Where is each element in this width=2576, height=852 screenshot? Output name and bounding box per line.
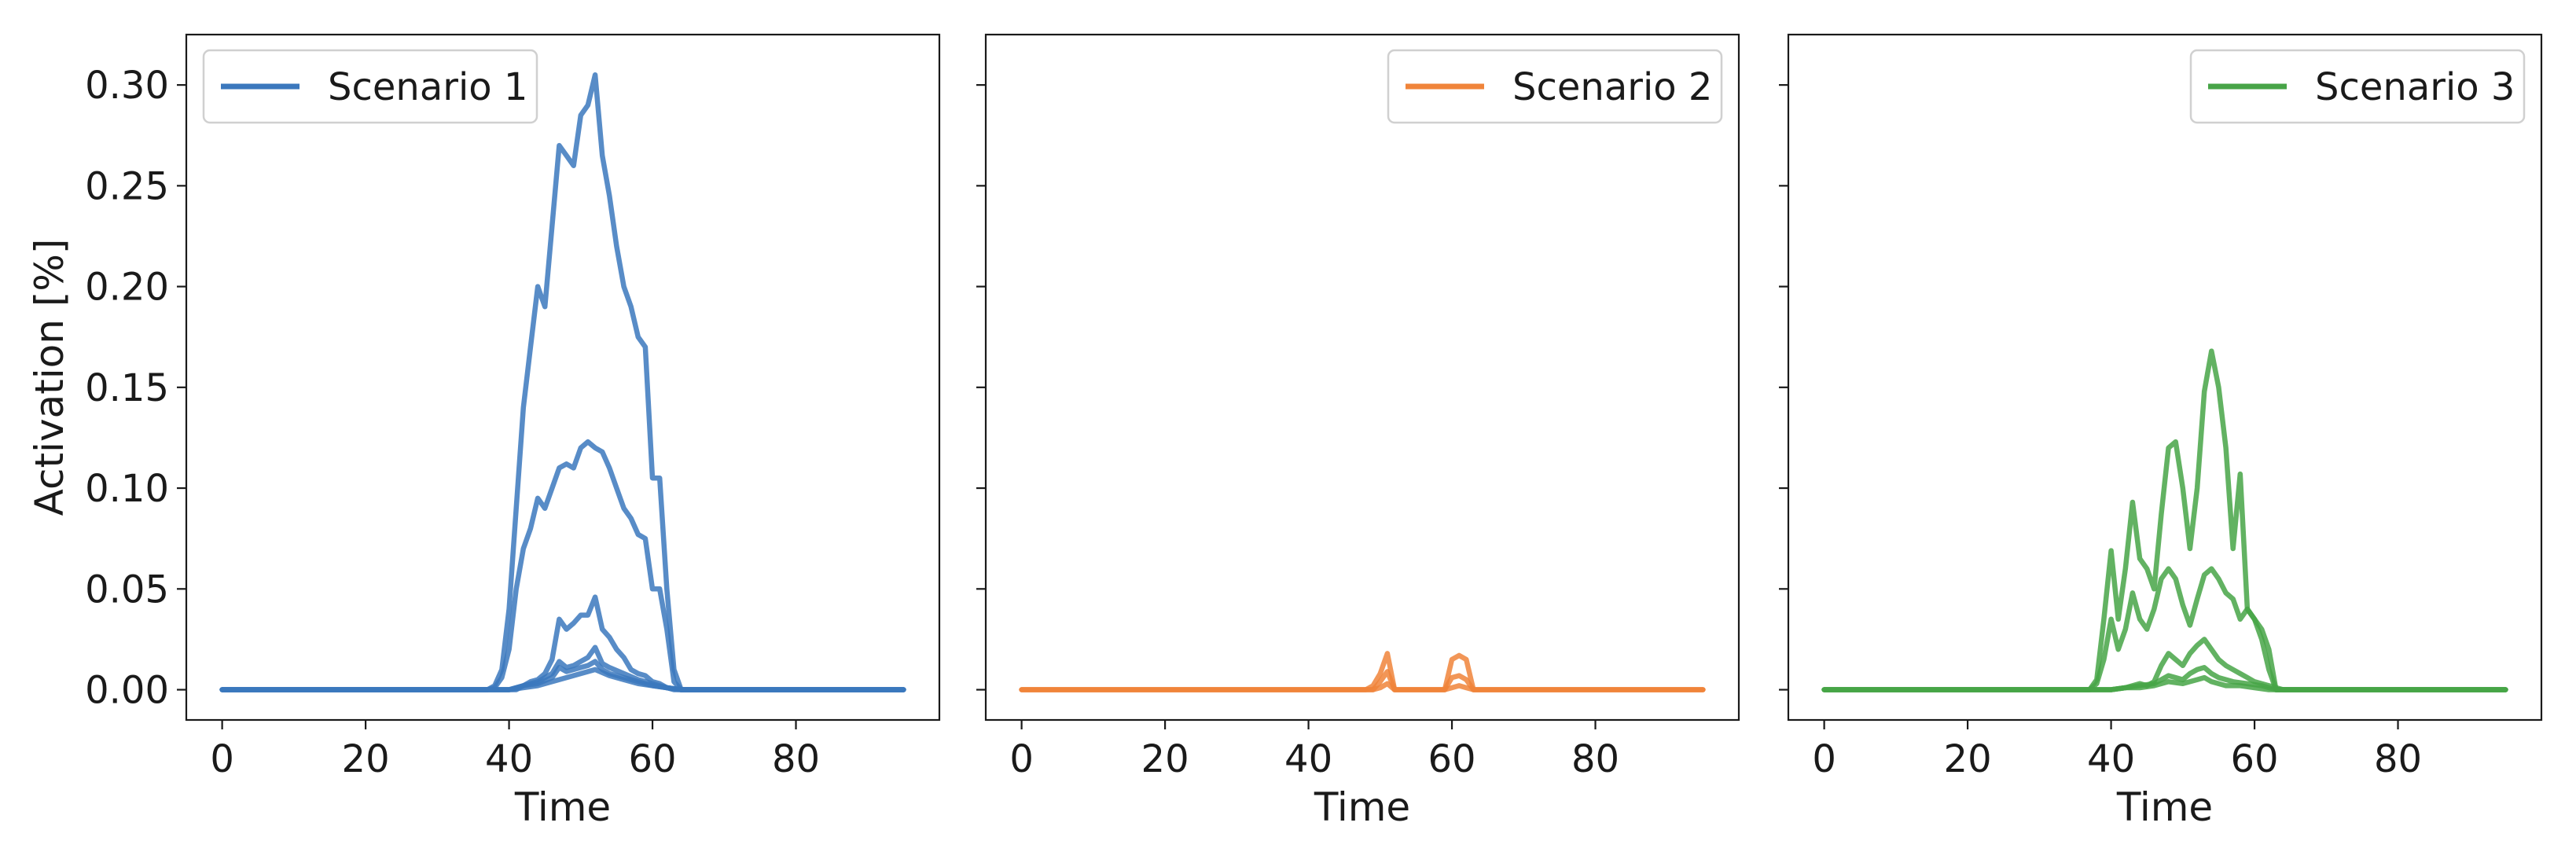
y-tick-label: 0.25 [85,164,169,208]
chart-panel-3: 0 20 40 60 80 Time Scenario 3 [1779,33,2543,830]
legend: Scenario 2 [1387,49,1723,124]
legend-box [2189,49,2526,124]
x-tick-label: 40 [2087,737,2135,781]
x-axis-label: Time [1314,784,1410,830]
series-line-3 [219,594,906,692]
legend-box [1387,49,1723,124]
x-axis-label: Time [2116,784,2213,830]
x-tick-label: 40 [1284,737,1332,781]
x-tick-label: 20 [1141,737,1189,781]
series-lines [1019,651,1706,692]
axes-frame [984,33,1740,722]
legend-label: Scenario 3 [2315,65,2515,109]
chart-panel-2: 0 20 40 60 80 Time Scenario 2 [976,33,1740,830]
series-line-3 [1019,681,1706,692]
y-tick-label: 0.30 [85,64,169,108]
x-tick-label: 60 [2231,737,2279,781]
y-tick-label: 0.10 [85,467,169,511]
y-tick-label: 0.05 [85,567,169,611]
series-line-2 [219,439,906,692]
legend-label: Scenario 1 [328,65,527,109]
x-tick-label: 80 [2374,737,2422,781]
x-tick-label: 80 [1571,737,1619,781]
axes-frame [1787,33,2543,722]
series-lines [219,72,906,692]
series-line-2 [1019,669,1706,692]
y-tick-label: 0.00 [85,669,169,713]
series-line-1 [219,72,906,692]
x-tick-label: 0 [210,737,234,781]
x-tick-label: 40 [485,737,533,781]
legend-label: Scenario 2 [1512,65,1712,109]
legend: Scenario 3 [2189,49,2526,124]
y-tick-label: 0.15 [85,366,169,410]
x-tick-label: 80 [772,737,820,781]
y-axis-label: Activation [%] [27,239,72,516]
chart-panel-1: 0 20 40 60 80 0.00 0.05 0.10 0.15 0.20 0.25 0.30 Tim… [27,33,941,830]
x-tick-label: 20 [342,737,390,781]
series-line-1 [1821,348,2508,692]
x-tick-label: 60 [629,737,677,781]
series-line-4 [1821,665,2508,692]
x-tick-label: 0 [1009,737,1034,781]
y-tick-label: 0.20 [85,266,169,310]
series-line-1 [1019,651,1706,692]
series-line-5 [1821,674,2508,692]
x-tick-label: 20 [1944,737,1992,781]
axes-frame [185,33,941,722]
series-line-6 [219,667,906,692]
series-lines [1821,348,2508,692]
x-axis-label: Time [514,784,611,830]
x-tick-label: 60 [1428,737,1476,781]
series-line-2 [1821,566,2508,692]
x-tick-label: 0 [1812,737,1836,781]
legend-box [202,49,538,124]
legend: Scenario 1 [202,49,538,124]
